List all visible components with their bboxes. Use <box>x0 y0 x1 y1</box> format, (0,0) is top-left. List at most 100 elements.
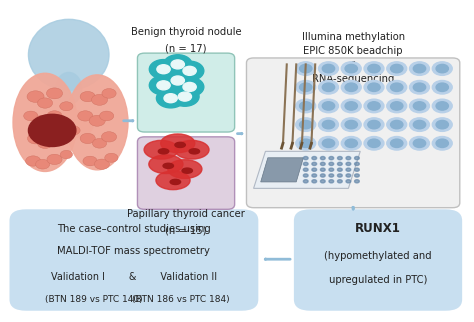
Ellipse shape <box>144 140 178 159</box>
Circle shape <box>303 168 308 171</box>
Circle shape <box>300 64 312 73</box>
Text: Validation I        &        Validation II: Validation I & Validation II <box>51 272 217 282</box>
Circle shape <box>368 139 380 147</box>
Ellipse shape <box>161 134 195 153</box>
Circle shape <box>156 89 185 108</box>
Ellipse shape <box>28 19 109 90</box>
Circle shape <box>387 137 407 150</box>
Circle shape <box>312 180 317 183</box>
Circle shape <box>24 111 38 121</box>
Circle shape <box>410 99 429 113</box>
Circle shape <box>346 156 351 160</box>
Circle shape <box>436 83 448 91</box>
Circle shape <box>164 94 177 103</box>
Circle shape <box>391 64 403 73</box>
Circle shape <box>432 99 452 113</box>
Circle shape <box>337 168 342 171</box>
Circle shape <box>329 174 334 177</box>
Circle shape <box>47 111 62 121</box>
Text: (BTN 189 vs PTC 140): (BTN 189 vs PTC 140) <box>45 295 142 304</box>
Circle shape <box>80 133 95 144</box>
Circle shape <box>346 180 351 183</box>
Circle shape <box>312 156 317 160</box>
Circle shape <box>67 126 80 135</box>
Circle shape <box>413 83 426 91</box>
Circle shape <box>355 156 359 160</box>
Circle shape <box>175 61 204 80</box>
Circle shape <box>312 162 317 166</box>
Circle shape <box>149 76 178 95</box>
Circle shape <box>175 77 204 97</box>
Circle shape <box>355 174 359 177</box>
Circle shape <box>364 99 384 113</box>
Circle shape <box>303 162 308 166</box>
Circle shape <box>341 137 361 150</box>
Circle shape <box>319 137 338 150</box>
Circle shape <box>319 62 338 75</box>
FancyBboxPatch shape <box>137 53 235 132</box>
Circle shape <box>432 80 452 94</box>
Circle shape <box>368 102 380 110</box>
Ellipse shape <box>189 149 200 154</box>
Circle shape <box>355 168 359 171</box>
Text: Illumina methylation: Illumina methylation <box>301 32 405 42</box>
Circle shape <box>436 120 448 129</box>
Circle shape <box>364 137 384 150</box>
Circle shape <box>322 139 335 147</box>
Circle shape <box>28 114 76 147</box>
Circle shape <box>300 120 312 129</box>
Circle shape <box>436 102 448 110</box>
Circle shape <box>164 71 192 90</box>
Circle shape <box>391 102 403 110</box>
Circle shape <box>319 80 338 94</box>
Text: RUNX1: RUNX1 <box>355 222 401 235</box>
Circle shape <box>432 137 452 150</box>
Circle shape <box>346 168 351 171</box>
Circle shape <box>387 118 407 131</box>
Circle shape <box>157 65 170 74</box>
Ellipse shape <box>149 155 183 174</box>
Circle shape <box>346 174 351 177</box>
Ellipse shape <box>182 168 192 173</box>
Circle shape <box>322 102 335 110</box>
Circle shape <box>355 162 359 166</box>
Ellipse shape <box>13 73 77 171</box>
Circle shape <box>320 180 325 183</box>
FancyBboxPatch shape <box>294 209 462 311</box>
Circle shape <box>391 120 403 129</box>
Circle shape <box>341 99 361 113</box>
Circle shape <box>341 80 361 94</box>
Circle shape <box>303 156 308 160</box>
Circle shape <box>413 64 426 73</box>
Circle shape <box>100 111 114 121</box>
Circle shape <box>329 168 334 171</box>
Circle shape <box>436 64 448 73</box>
Circle shape <box>432 62 452 75</box>
Circle shape <box>387 80 407 94</box>
Ellipse shape <box>168 160 202 178</box>
Circle shape <box>319 99 338 113</box>
Circle shape <box>341 62 361 75</box>
Circle shape <box>364 62 384 75</box>
Circle shape <box>89 115 105 126</box>
Circle shape <box>391 83 403 91</box>
Circle shape <box>37 98 53 108</box>
Circle shape <box>410 62 429 75</box>
Circle shape <box>337 180 342 183</box>
Circle shape <box>436 139 448 147</box>
Circle shape <box>102 89 116 98</box>
Circle shape <box>296 137 316 150</box>
Circle shape <box>50 134 64 143</box>
Circle shape <box>46 88 63 99</box>
Circle shape <box>60 102 73 111</box>
Ellipse shape <box>158 149 169 154</box>
Circle shape <box>26 156 41 166</box>
Circle shape <box>368 64 380 73</box>
Text: &: & <box>349 61 357 71</box>
Circle shape <box>171 76 184 85</box>
Circle shape <box>320 162 325 166</box>
Circle shape <box>345 102 357 110</box>
Circle shape <box>345 64 357 73</box>
Circle shape <box>364 118 384 131</box>
Circle shape <box>164 55 192 74</box>
